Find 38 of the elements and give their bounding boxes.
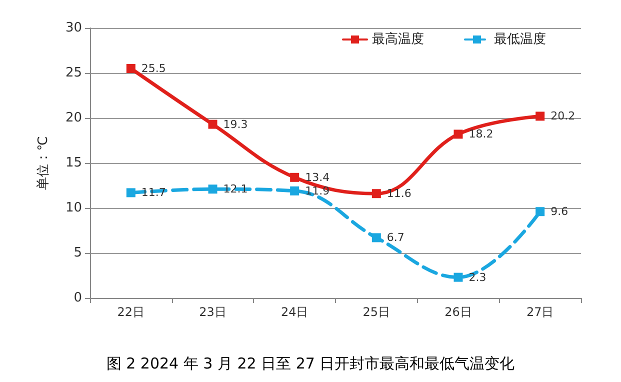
y-axis-title: 单位：℃: [36, 136, 51, 190]
point: [126, 188, 136, 198]
y-tick-label: 30: [65, 20, 82, 36]
y-tick-label: 25: [65, 66, 82, 80]
y-tick-label: 20: [65, 110, 82, 126]
data-label: 20.2: [550, 110, 576, 123]
x-tick-label: 26日: [444, 305, 472, 319]
point: [372, 233, 381, 242]
data-label: 11.6: [386, 187, 412, 200]
x-tick-label: 23日: [199, 305, 226, 319]
data-label: 25.5: [141, 62, 166, 75]
point: [536, 207, 545, 216]
x-tick-label: 25日: [362, 305, 390, 319]
y-tick-label: 15: [65, 156, 82, 170]
point: [290, 186, 300, 196]
data-label: 19.3: [223, 118, 248, 131]
y-tick-label: 0: [74, 290, 82, 306]
x-tick-label: 27日: [526, 305, 554, 319]
text: 图 2 2024 年 3 月 22 日至 27 日开封市最高和最低气温变化: [106, 354, 515, 372]
point: [290, 172, 300, 182]
y-tick-label: 5: [74, 246, 82, 260]
point: [454, 272, 463, 282]
legend-label: 最低温度: [494, 31, 546, 47]
x-tick-label: 24日: [280, 305, 308, 319]
point: [372, 189, 381, 198]
legend-label: 最高温度: [372, 31, 424, 47]
point: [126, 64, 136, 73]
data-label: 9.6: [550, 205, 568, 218]
point: [454, 130, 463, 139]
data-label: 13.4: [305, 170, 330, 184]
point: [536, 112, 545, 121]
point: [208, 184, 218, 194]
point: [208, 120, 218, 129]
y-tick-label: 10: [65, 200, 82, 216]
data-label: 2.3: [468, 270, 486, 284]
x-tick-label: 22日: [117, 305, 145, 319]
data-label: 6.7: [386, 231, 404, 244]
data-label: 18.2: [468, 128, 494, 141]
